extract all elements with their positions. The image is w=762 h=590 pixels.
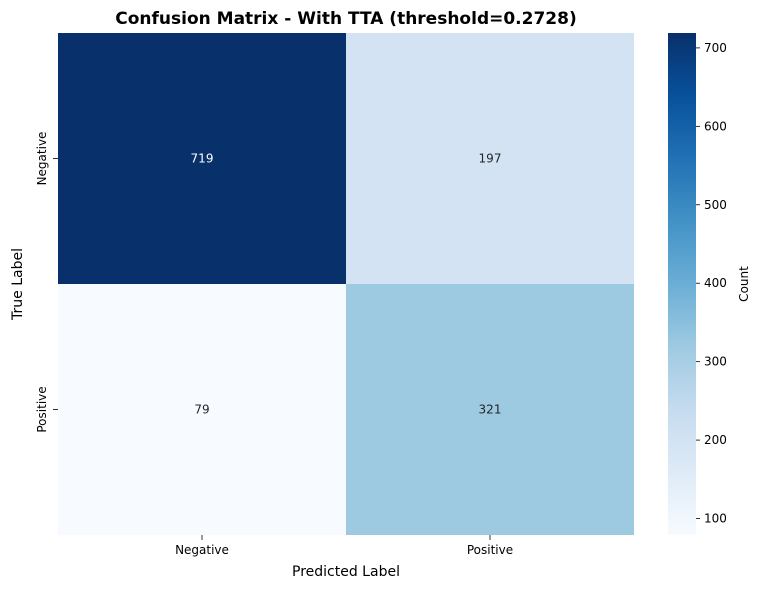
heatmap-cell: [58, 33, 346, 284]
cell-value-label: 321: [479, 403, 502, 417]
colorbar-tick-label: 500: [704, 198, 727, 212]
x-tick-label: Positive: [467, 543, 513, 557]
colorbar-tick-label: 600: [704, 119, 727, 133]
y-axis-ticks: Negative Positive: [35, 132, 58, 433]
heatmap-cell: [58, 284, 346, 535]
colorbar-label: Count: [737, 266, 751, 302]
colorbar-tick-label: 100: [704, 512, 727, 526]
colorbar-tick-label: 700: [704, 41, 727, 55]
cell-value-label: 197: [479, 152, 502, 166]
cell-value-label: 719: [191, 152, 214, 166]
colorbar-tick-label: 200: [704, 433, 727, 447]
y-tick-label: Positive: [35, 386, 49, 432]
heatmap-cells: 719 197 79 321: [58, 33, 634, 535]
heatmap-cell: [346, 284, 634, 535]
y-axis-label: True Label: [10, 248, 26, 321]
colorbar-ticks: 100 200 300 400 500 600 700: [696, 41, 727, 526]
x-axis-label: Predicted Label: [292, 564, 400, 580]
chart-title: Confusion Matrix - With TTA (threshold=0…: [115, 9, 576, 29]
colorbar: [668, 33, 696, 535]
colorbar-tick-label: 300: [704, 355, 727, 369]
y-tick-label: Negative: [35, 132, 49, 186]
colorbar-tick-label: 400: [704, 276, 727, 290]
heatmap-cell: [346, 33, 634, 284]
x-axis-ticks: Negative Positive: [175, 535, 513, 557]
cell-value-label: 79: [194, 403, 209, 417]
x-tick-label: Negative: [175, 543, 229, 557]
